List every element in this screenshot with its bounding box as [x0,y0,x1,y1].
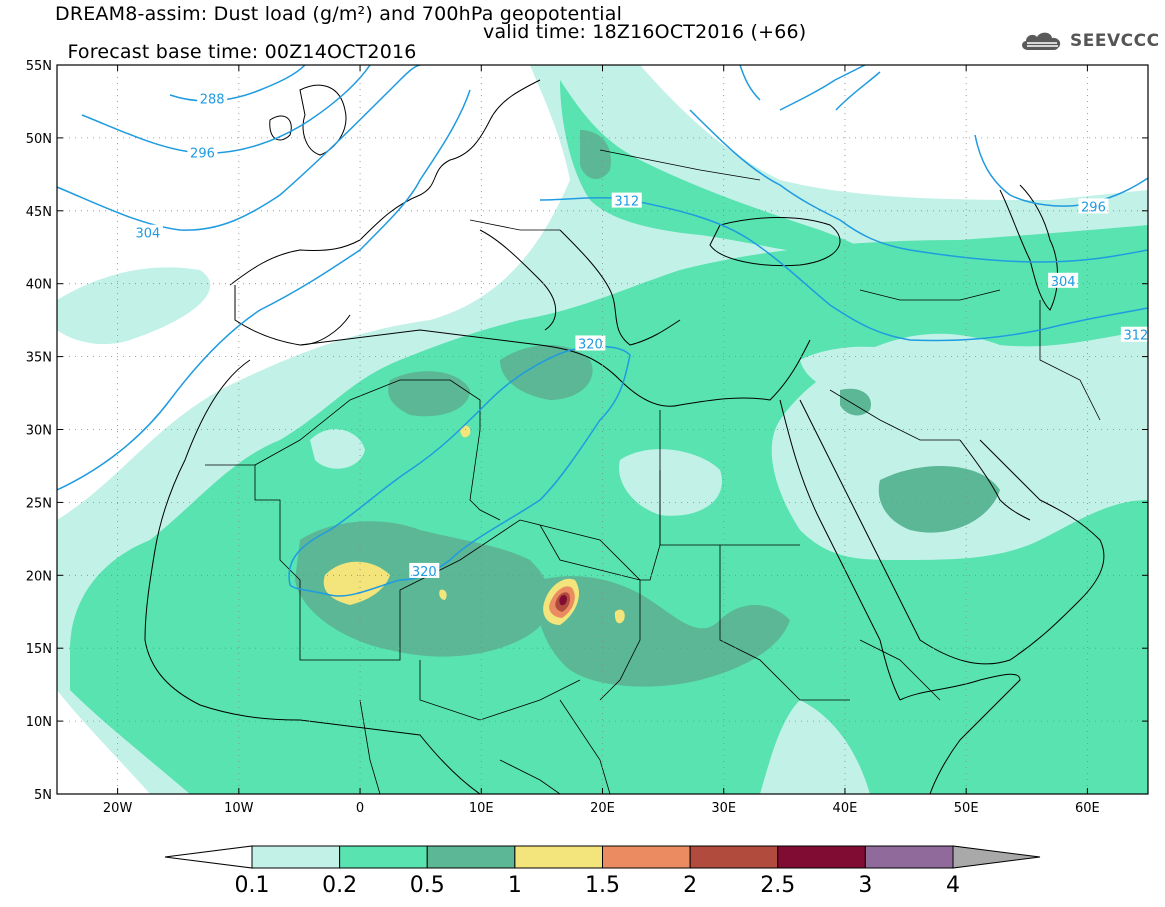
colorbar-label: 0.1 [235,873,270,898]
lat-label: 40N [26,278,52,293]
colorbar-label: 4 [946,873,960,898]
colorbar-label: 0.5 [410,873,445,898]
lon-label: 0 [356,801,364,816]
svg-text:288: 288 [200,93,225,108]
map-title: DREAM8-assim: Dust load (g/m²) and 700hP… [55,3,623,25]
contour-label: 304 [132,224,163,242]
contour-label: 296 [1078,198,1109,215]
cloud-icon [1022,32,1061,50]
map-plot-area: 288 296 304 312 296 304 312 320 320 [57,65,1148,794]
colorbar-label: 3 [858,873,872,898]
colorbar-swatch [251,845,341,869]
lat-label: 5N [34,788,52,803]
dust-band-2.5 [559,595,567,606]
dust-band-0.5 [295,130,1000,687]
lon-label: 10E [469,801,494,816]
lon-label: 30E [711,801,736,816]
contour-labels: 288 296 304 312 296 304 312 320 320 [132,90,1148,580]
contour-label: 312 [1120,326,1148,344]
lon-label: 20W [103,801,133,816]
base-time: Forecast base time: 00Z14OCT2016 [67,41,417,63]
lat-label: 55N [26,59,52,74]
seevccc-logo: SEEVCCC [1018,26,1160,56]
colorbar-swatch [426,845,516,869]
lon-label: 10W [224,801,254,816]
colorbar-over-arrow [952,845,1041,869]
lat-label: 30N [26,424,52,439]
forecast-times: Forecast base time: 00Z14OCT2016 valid t… [55,22,806,82]
lat-label: 35N [26,351,52,366]
colorbar-swatch [514,845,603,869]
contour-label: 296 [187,144,218,161]
svg-text:296: 296 [190,146,215,161]
colorbar-swatch [339,845,428,869]
valid-time: valid time: 18Z16OCT2016 (+66) [483,21,807,43]
svg-text:320: 320 [578,337,603,352]
svg-text:312: 312 [614,195,639,210]
lon-label: 40E [833,801,858,816]
svg-text:320: 320 [412,565,437,580]
colorbar-swatch [777,845,866,869]
lon-label: 50E [954,801,979,816]
contour-label: 320 [575,335,606,352]
lon-label: 20E [590,801,615,816]
longitude-labels: 20W 10W 0 10E 20E 30E 40E 50E 60E [103,801,1100,816]
lat-label: 25N [26,496,52,511]
latitude-labels: 55N 50N 45N 40N 35N 30N 25N 20N 15N 10N 5N [26,59,52,803]
contour-label: 312 [611,192,642,210]
svg-text:304: 304 [136,227,161,242]
lon-label: 60E [1075,801,1100,816]
svg-text:304: 304 [1051,275,1076,290]
lat-label: 50N [26,132,52,147]
colorbar-swatch [864,845,954,869]
colorbar: 0.1 0.2 0.5 1 1.5 2 2.5 3 4 [164,845,1041,898]
dust-band-0.2 [70,80,1148,794]
svg-text:296: 296 [1081,200,1106,215]
colorbar-under-arrow [164,845,253,869]
country-borders [205,149,1101,794]
colorbar-label: 2.5 [760,873,795,898]
lat-label: 20N [26,569,52,584]
colorbar-label: 2 [683,873,697,898]
svg-text:312: 312 [1123,329,1148,344]
axis-ticks [57,64,1148,795]
logo-text: SEEVCCC [1070,31,1160,51]
lat-label: 45N [26,205,52,220]
colorbar-label: 1.5 [585,873,620,898]
colorbar-swatch [689,845,779,869]
colorbar-label: 0.2 [322,873,357,898]
contour-label: 304 [1048,272,1079,290]
lat-label: 10N [26,715,52,730]
contour-label: 288 [197,90,228,108]
contour-label: 320 [409,562,440,580]
lat-label: 15N [26,642,52,657]
coastlines [144,79,1105,794]
colorbar-label: 1 [508,873,522,898]
colorbar-swatch [602,845,691,869]
dust-clear-areas [310,346,932,516]
